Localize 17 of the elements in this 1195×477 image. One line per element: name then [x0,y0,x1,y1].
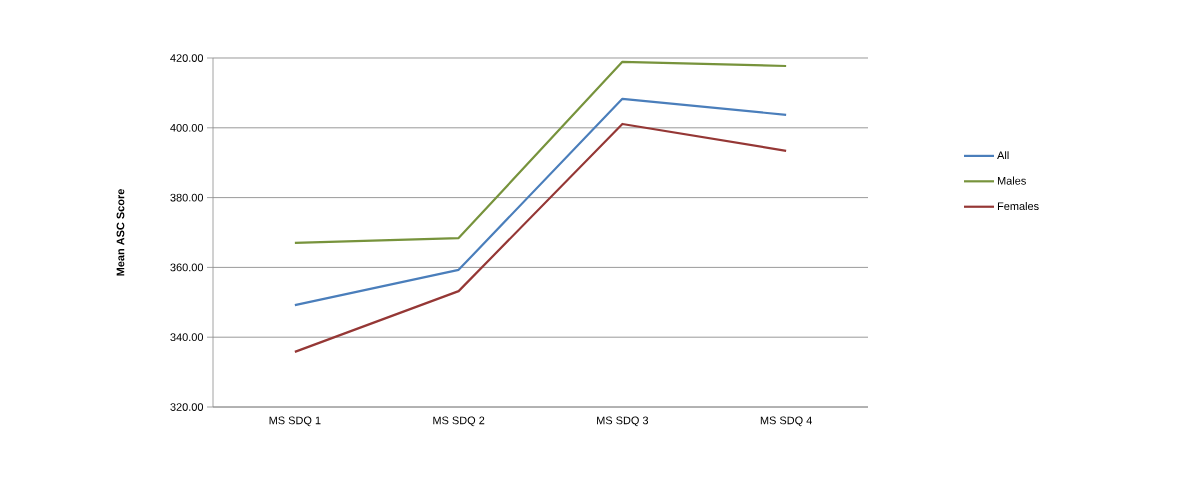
line-series [293,60,788,245]
line-series [293,122,788,353]
x-tick-label: MS SDQ 2 [433,416,485,427]
y-tick-label: 360.00 [170,263,204,272]
y-tick-label: 320.00 [170,403,204,411]
y-tick-label: 420.00 [170,54,204,62]
y-axis-title: Mean ASC Score [116,189,125,276]
line-series [293,97,788,307]
y-tick-label: 380.00 [170,193,204,202]
x-tick-label: MS SDQ 4 [760,416,812,427]
x-tick-label: MS SDQ 3 [597,416,649,427]
y-tick-label: 340.00 [170,333,204,342]
legend-label: Females [997,202,1039,211]
legend-label: All [997,151,1009,160]
y-tick-label: 400.00 [170,123,204,132]
x-tick-label: MS SDQ 1 [269,416,321,427]
legend-label: Males [997,176,1026,185]
